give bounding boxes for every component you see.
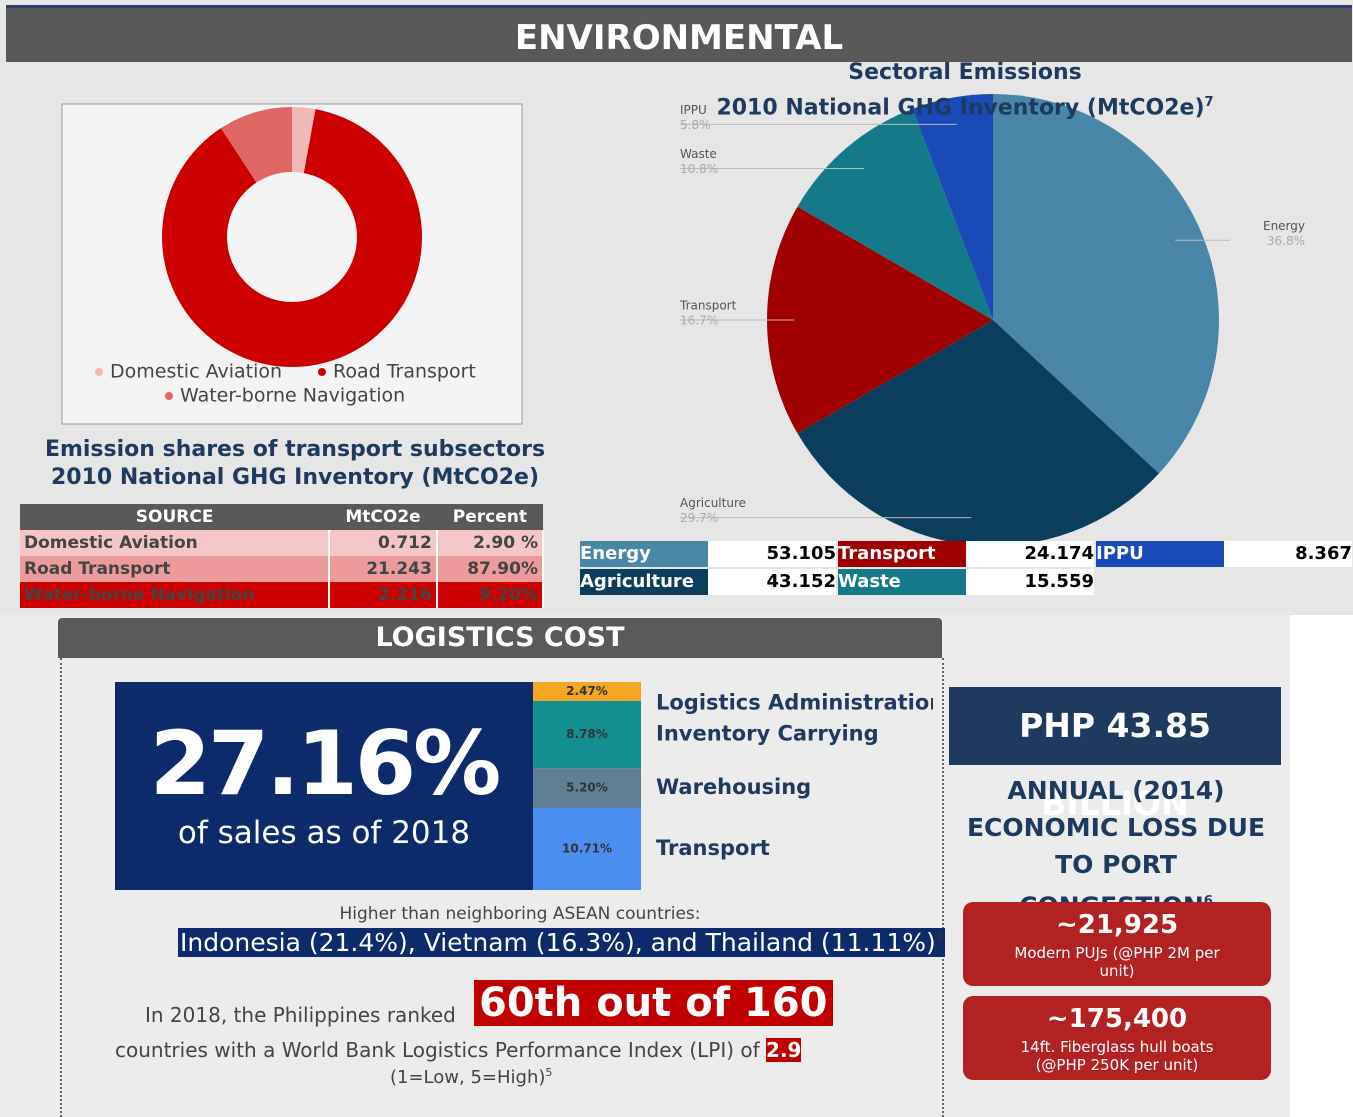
page: ENVIRONMENTAL Domestic AviationRoad Tran…	[0, 0, 1353, 1117]
segment-label: 8.78%	[566, 727, 608, 741]
subtitle: 2010 National GHG Inventory (MtCO2e)	[716, 95, 1204, 120]
note: 7	[1205, 95, 1214, 110]
table-cell: Domestic Aviation	[20, 530, 329, 556]
sector-value: 8.367	[1224, 541, 1352, 567]
loss-amount: PHP 43.85 BILLION	[949, 687, 1281, 765]
table-cell: 21.243	[329, 556, 437, 582]
big-box: 27.16%of sales as of 2018	[115, 682, 533, 890]
legend-label: Road Transport	[333, 361, 476, 383]
lpi-text: countries with a World Bank Logistics Pe…	[115, 1038, 760, 1062]
env-title: ENVIRONMENTAL	[6, 5, 1352, 62]
pie-label: Energy	[1263, 219, 1305, 233]
loss-text: ANNUAL (2014) ECONOMIC LOSS DUE TO PORT …	[967, 776, 1265, 920]
segment-label: 10.71%	[562, 841, 612, 855]
table-cell: 2.216	[329, 582, 437, 608]
segment-name: Transport	[656, 836, 770, 860]
table-cell: 2.90 %	[437, 530, 543, 556]
scale-text: (1=Low, 5=High)	[390, 1067, 545, 1088]
table-cell: 87.90%	[437, 556, 543, 582]
table-cell: Water-borne Navigation	[20, 582, 329, 608]
header-cell: MtCO2e	[329, 504, 437, 530]
pie-title: Sectoral Emissions 2010 National GHG Inve…	[640, 58, 1290, 123]
legend-dot	[95, 368, 103, 376]
loss-label: Modern PUJs (@PHP 2M per unit)	[963, 940, 1271, 980]
segment-name: Warehousing	[656, 775, 811, 799]
sector-name: Waste	[838, 569, 966, 595]
asean-text: Indonesia (21.4%), Vietnam (16.3%), and …	[180, 928, 936, 957]
pie-label: Waste	[680, 147, 717, 161]
segment-name: Logistics Administration	[656, 690, 933, 714]
header-cell: Percent	[437, 504, 543, 530]
segment-label: 5.20%	[566, 781, 608, 795]
sector-name: IPPU	[1096, 541, 1224, 567]
rank: 60th out of 160	[474, 980, 833, 1026]
segment-label: 2.47%	[566, 684, 608, 698]
sector-name: Transport	[838, 541, 966, 567]
title-line: Sectoral Emissions	[640, 58, 1290, 88]
table-cell: 9.20%	[437, 582, 543, 608]
header-cell: SOURCE	[20, 504, 329, 530]
title-line: Emission shares of transport subsectors	[30, 436, 560, 464]
pie-label: Agriculture	[680, 496, 746, 510]
lpi-value: 2.9	[766, 1038, 801, 1062]
asean: Indonesia (21.4%), Vietnam (16.3%), and …	[178, 928, 945, 957]
sector-value: 53.105	[708, 541, 836, 567]
loss-label: 14ft. Fiberglass hull boats (@PHP 250K p…	[963, 1034, 1271, 1074]
note: 5	[545, 1066, 552, 1079]
scale: (1=Low, 5=High)5	[390, 1066, 552, 1088]
big-sub: of sales as of 2018	[115, 815, 533, 851]
sector-value: 15.559	[966, 569, 1094, 595]
pie-label: Transport	[679, 299, 737, 313]
big-number: 27.16%	[115, 712, 533, 815]
sector-name: Energy	[580, 541, 708, 567]
table-cell: Road Transport	[20, 556, 329, 582]
segment-name: Inventory Carrying	[656, 722, 879, 746]
sector-name: Agriculture	[580, 569, 708, 595]
pie-value-label: 10.8%	[680, 162, 718, 176]
sector-value: 24.174	[966, 541, 1094, 567]
title-line: 2010 National GHG Inventory (MtCO2e)	[30, 464, 560, 492]
rank-pre: In 2018, the Philippines ranked	[145, 1003, 456, 1027]
loss-value: ~175,400	[963, 1004, 1271, 1034]
sector-value: 43.152	[708, 569, 836, 595]
pie-value-label: 16.7%	[680, 314, 718, 328]
asean-intro: Higher than neighboring ASEAN countries:	[120, 904, 920, 924]
table-cell: 0.712	[329, 530, 437, 556]
note: 4	[936, 931, 944, 945]
legend-dot	[165, 392, 173, 400]
legend-dot	[318, 368, 326, 376]
pie-value-label: 36.8%	[1267, 234, 1305, 248]
lpi: countries with a World Bank Logistics Pe…	[115, 1038, 801, 1062]
loss-value: ~21,925	[963, 910, 1271, 940]
pie-value-label: 29.7%	[680, 511, 718, 525]
stack-chart: 2.47% Logistics Administration 8.78% Invent…	[533, 682, 933, 892]
legend-label: Water-borne Navigation	[180, 385, 405, 407]
log-title: LOGISTICS COST	[58, 618, 942, 658]
legend-label: Domestic Aviation	[110, 361, 282, 383]
